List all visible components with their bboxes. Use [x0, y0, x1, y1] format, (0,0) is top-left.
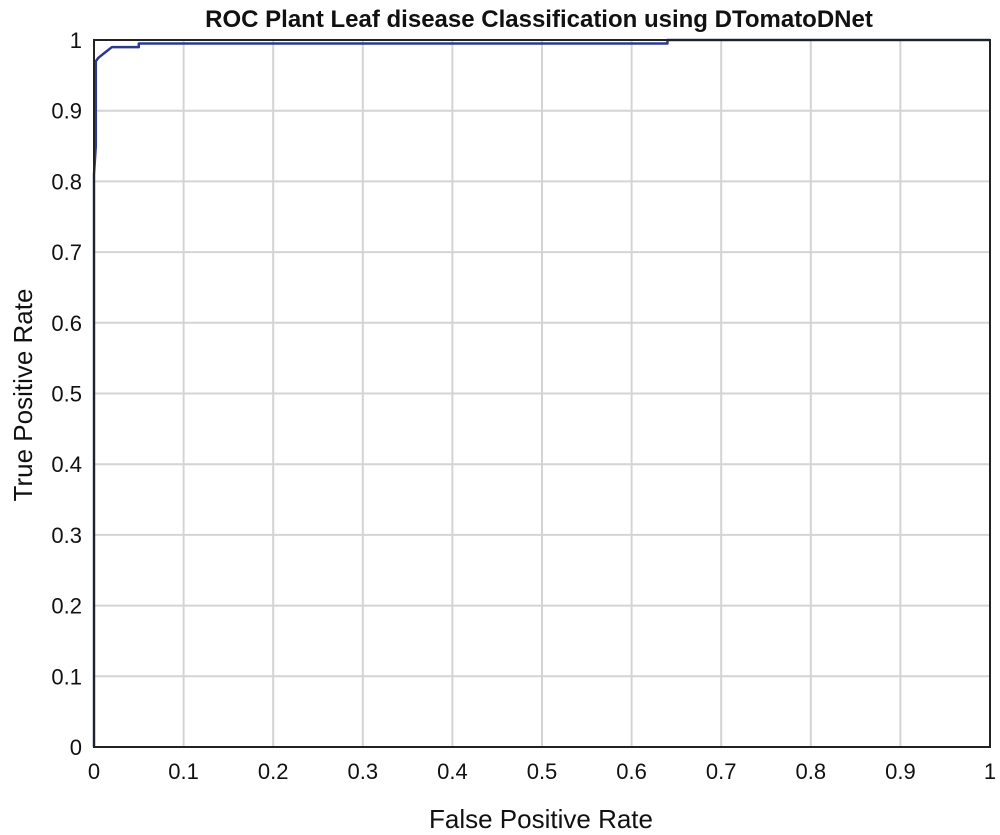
x-tick-label: 0.5 [527, 759, 558, 784]
y-tick-label: 0.4 [51, 452, 82, 477]
plot-frame [93, 39, 991, 748]
y-tick-label: 0.5 [51, 382, 82, 407]
y-tick-label: 0.3 [51, 523, 82, 548]
x-tick-label: 0.1 [168, 759, 199, 784]
y-tick-label: 0 [70, 735, 82, 760]
x-tick-label: 0.3 [348, 759, 379, 784]
y-tick-label: 0.7 [51, 240, 82, 265]
grid [94, 40, 990, 747]
y-tick-label: 0.6 [51, 311, 82, 336]
y-axis-title: True Positive Rate [8, 289, 38, 502]
x-tick-label: 1 [984, 759, 996, 784]
y-tick-label: 1 [70, 28, 82, 53]
x-tick-label: 0.8 [796, 759, 827, 784]
x-tick-label: 0.7 [706, 759, 737, 784]
x-axis-title: False Positive Rate [429, 804, 653, 834]
y-tick-label: 0.2 [51, 594, 82, 619]
x-tick-label: 0 [88, 759, 100, 784]
x-tick-label: 0.2 [258, 759, 289, 784]
tick-labels: 0 0.1 0.2 0.3 0.4 0.5 0.6 0.7 0.8 0.9 1 0 0.1 0.2 0.3 0… [51, 28, 996, 784]
x-tick-label: 0.9 [885, 759, 916, 784]
series-layer [92, 38, 990, 747]
x-tick-label: 0.6 [616, 759, 647, 784]
x-tick-label: 0.4 [437, 759, 468, 784]
y-tick-label: 0.8 [51, 169, 82, 194]
roc-curve [92, 38, 990, 747]
y-tick-label: 0.9 [51, 99, 82, 124]
y-tick-label: 0.1 [51, 664, 82, 689]
chart-title: ROC Plant Leaf disease Classification us… [205, 6, 873, 33]
